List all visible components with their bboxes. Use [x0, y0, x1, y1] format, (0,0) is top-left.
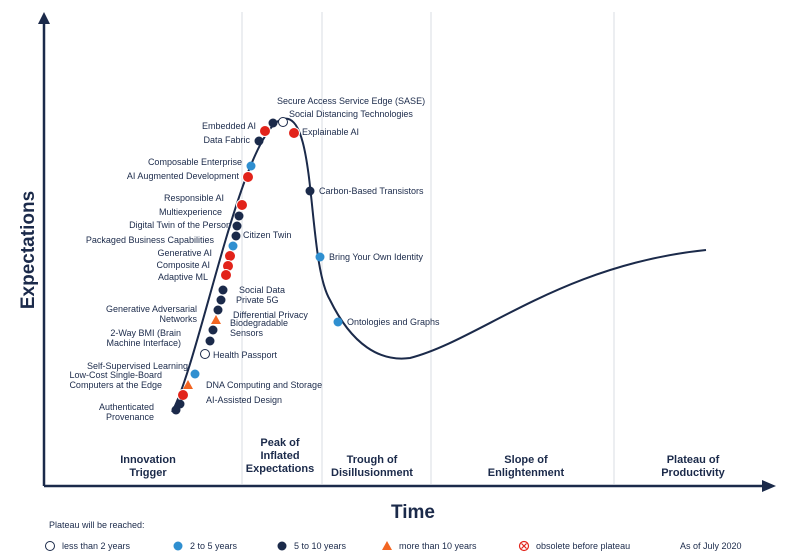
tech-marker: [333, 317, 343, 327]
x-axis-title: Time: [391, 502, 435, 523]
tech-marker: [208, 325, 218, 335]
tech-label: Secure Access Service Edge (SASE): [277, 96, 425, 106]
tech-label: Health Passport: [213, 350, 278, 360]
tech-marker: [242, 171, 254, 183]
legend-symbol: [521, 543, 527, 549]
tech-label: Differential Privacy: [233, 310, 308, 320]
tech-marker: [218, 285, 228, 295]
tech-label: Computers at the Edge: [69, 380, 162, 390]
tech-marker: [205, 336, 215, 346]
tech-marker: [213, 305, 223, 315]
legend-label: obsolete before plateau: [536, 541, 630, 551]
tech-label: Responsible AI: [164, 193, 224, 203]
tech-label: Explainable AI: [302, 127, 359, 137]
tech-label: Social Distancing Technologies: [289, 109, 413, 119]
phase-label: Enlightenment: [488, 467, 565, 479]
tech-marker: [190, 369, 200, 379]
tech-marker: [177, 389, 189, 401]
tech-marker: [228, 241, 238, 251]
tech-label: Sensors: [230, 328, 264, 338]
tech-label: Composite AI: [156, 260, 210, 270]
tech-marker: [288, 127, 300, 139]
legend-symbol: [382, 541, 392, 550]
tech-label: Data Fabric: [203, 135, 250, 145]
phase-label: Innovation: [120, 454, 176, 466]
tech-label: Packaged Business Capabilities: [86, 235, 215, 245]
phase-label: Productivity: [661, 467, 725, 479]
tech-label: Machine Interface): [106, 338, 181, 348]
tech-label: Multiexperience: [159, 207, 222, 217]
tech-label: Self-Supervised Learning: [87, 361, 188, 371]
tech-label: DNA Computing and Storage: [206, 380, 322, 390]
tech-marker: [211, 315, 221, 324]
tech-marker: [171, 405, 181, 415]
legend-label: 5 to 10 years: [294, 541, 347, 551]
tech-marker: [236, 199, 248, 211]
y-axis-arrow: [38, 12, 50, 24]
tech-label: Ontologies and Graphs: [347, 317, 440, 327]
tech-label: Citizen Twin: [243, 230, 291, 240]
tech-label: Low-Cost Single-Board: [69, 370, 162, 380]
legend-label: less than 2 years: [62, 541, 131, 551]
tech-marker: [259, 125, 271, 137]
tech-label: Networks: [159, 314, 197, 324]
tech-marker: [268, 118, 278, 128]
tech-marker: [305, 186, 315, 196]
tech-label: Carbon-Based Transistors: [319, 186, 424, 196]
tech-marker: [183, 380, 193, 389]
tech-label: Embedded AI: [202, 121, 256, 131]
tech-label: Biodegradable: [230, 318, 288, 328]
tech-label: Composable Enterprise: [148, 157, 242, 167]
tech-marker: [232, 221, 242, 231]
legend-label: more than 10 years: [399, 541, 477, 551]
tech-label: 2-Way BMI (Brain: [110, 328, 181, 338]
tech-label: Adaptive ML: [158, 272, 208, 282]
tech-marker: [234, 211, 244, 221]
legend-symbol: [173, 541, 183, 551]
tech-label: Bring Your Own Identity: [329, 252, 424, 262]
y-axis-title: Expectations: [18, 191, 39, 309]
tech-label: Social Data: [239, 285, 285, 295]
phase-label: Inflated: [260, 450, 299, 462]
legend-symbol: [45, 541, 55, 551]
tech-marker: [315, 252, 325, 262]
phase-label: Slope of: [504, 454, 548, 466]
tech-marker: [200, 349, 210, 359]
tech-marker: [231, 231, 241, 241]
tech-label: AI-Assisted Design: [206, 395, 282, 405]
phase-label: Plateau of: [667, 454, 720, 466]
tech-label: Generative AI: [157, 248, 212, 258]
tech-marker: [216, 295, 226, 305]
as-of-label: As of July 2020: [680, 541, 742, 551]
phase-label: Disillusionment: [331, 467, 413, 479]
tech-label: AI Augmented Development: [127, 171, 240, 181]
phase-label: Trigger: [129, 467, 167, 479]
tech-marker: [278, 117, 288, 127]
hype-cycle-curve: [171, 117, 707, 413]
tech-label: Provenance: [106, 412, 154, 422]
phase-label: Peak of: [260, 437, 299, 449]
tech-label: Private 5G: [236, 295, 279, 305]
tech-label: Digital Twin of the Person: [129, 220, 231, 230]
legend-label: 2 to 5 years: [190, 541, 238, 551]
legend-title: Plateau will be reached:: [49, 520, 145, 530]
tech-marker: [254, 136, 264, 146]
tech-marker: [224, 250, 236, 262]
phase-label: Trough of: [347, 454, 398, 466]
tech-label: Authenticated: [99, 402, 154, 412]
tech-label: Generative Adversarial: [106, 304, 197, 314]
legend-symbol: [277, 541, 287, 551]
x-axis-arrow: [762, 480, 776, 492]
tech-marker: [246, 161, 256, 171]
phase-label: Expectations: [246, 463, 314, 475]
tech-marker: [220, 269, 232, 281]
